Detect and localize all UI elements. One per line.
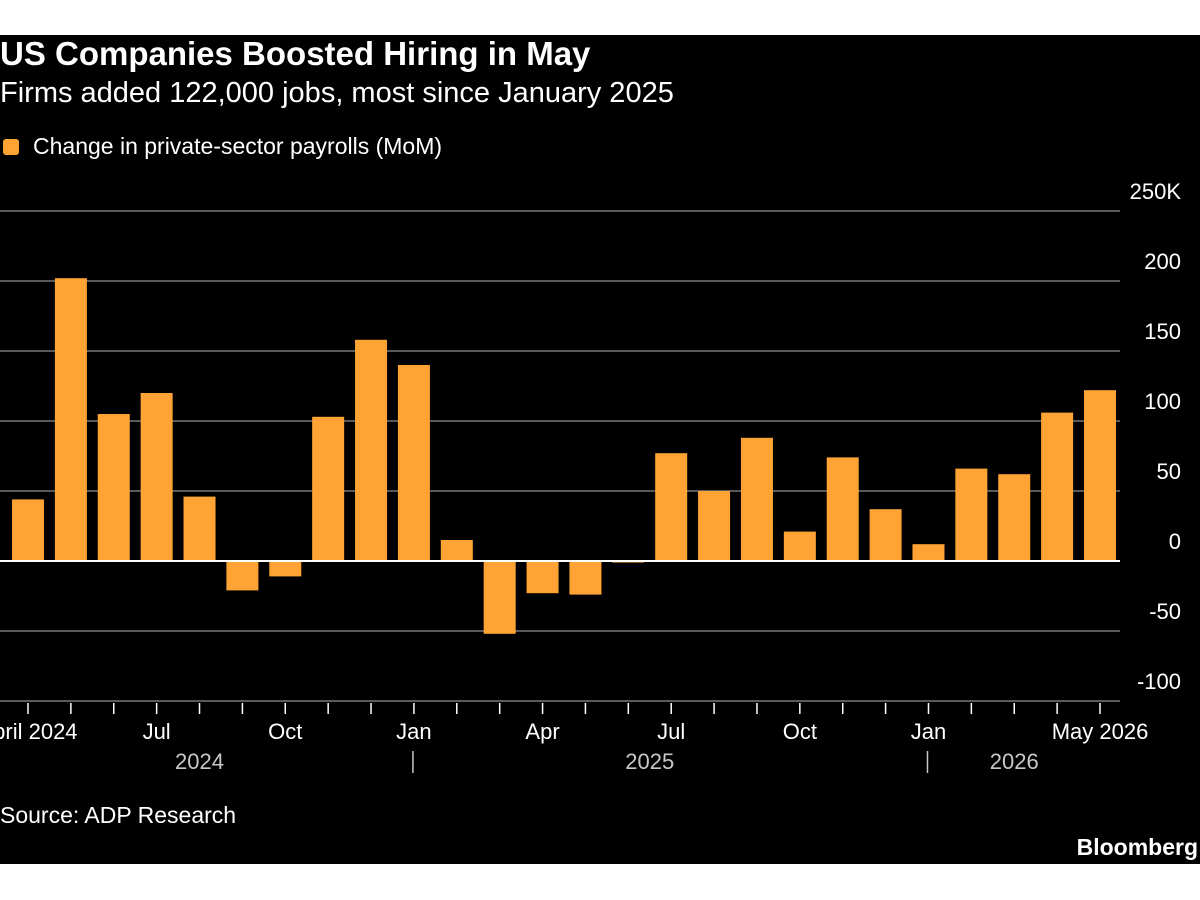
bar	[826, 457, 859, 561]
x-axis: April 2024 Jul Oct Jan Apr Jul Oct Jan May 2026 2…	[0, 703, 1148, 774]
x-tick-label: Jan	[911, 719, 946, 744]
bar	[912, 544, 945, 561]
legend: Change in private-sector payrolls (MoM)	[0, 133, 442, 160]
bar	[483, 561, 516, 634]
y-axis-labels: 250K 200 150 100 50 0 -50 -100	[1130, 179, 1182, 694]
x-tick-label: Apr	[525, 719, 559, 744]
bar	[440, 540, 473, 561]
y-tick-label: 0	[1169, 529, 1181, 554]
chart-title: US Companies Boosted Hiring in May	[0, 35, 591, 72]
source-note: Source: ADP Research	[0, 802, 237, 828]
bar-chart: 250K 200 150 100 50 0 -50 -100 April 2024 Jul Oct…	[0, 179, 1182, 774]
bar	[740, 437, 773, 561]
bar	[97, 414, 130, 561]
y-tick-label: -100	[1137, 669, 1181, 694]
bar	[355, 339, 388, 561]
bars	[12, 278, 1116, 634]
legend-swatch	[3, 138, 19, 155]
legend-label: Change in private-sector payrolls (MoM)	[33, 133, 443, 159]
bar	[226, 561, 259, 591]
y-tick-label: 250K	[1130, 179, 1182, 204]
chart-card: US Companies Boosted Hiring in May Firms…	[0, 35, 1200, 864]
x-tick-label: Jul	[657, 719, 685, 744]
bar	[783, 531, 816, 561]
bar	[655, 453, 688, 561]
x-tick-label: Oct	[268, 719, 302, 744]
x-tick-label: Jan	[396, 719, 431, 744]
bar	[569, 561, 602, 595]
y-tick-label: 150	[1144, 319, 1181, 344]
year-label: 2026	[990, 749, 1039, 774]
bar	[1084, 390, 1116, 561]
year-label: 2025	[625, 749, 674, 774]
bar	[140, 393, 173, 561]
x-tick-label: April 2024	[0, 719, 78, 744]
x-tick-label: Jul	[143, 719, 171, 744]
y-tick-label: 200	[1144, 249, 1181, 274]
chart-subtitle: Firms added 122,000 jobs, most since Jan…	[0, 77, 674, 109]
bar	[312, 416, 345, 561]
bar	[1041, 412, 1074, 561]
bloomberg-logo: Bloomberg	[1076, 834, 1198, 860]
bar	[955, 468, 988, 561]
bar	[526, 561, 559, 594]
y-tick-label: 100	[1144, 389, 1181, 414]
x-tick-label: May 2026	[1052, 719, 1149, 744]
year-label: 2024	[175, 749, 224, 774]
bar	[869, 509, 902, 561]
bar	[183, 496, 216, 561]
bar	[12, 499, 44, 561]
bar	[54, 278, 87, 561]
grid-lines	[0, 210, 1120, 702]
bar	[698, 491, 731, 561]
x-tick-label: Oct	[783, 719, 817, 744]
bar	[397, 365, 430, 561]
bar	[269, 561, 302, 577]
bar	[998, 474, 1031, 561]
y-tick-label: 50	[1157, 459, 1181, 484]
y-tick-label: -50	[1149, 599, 1181, 624]
